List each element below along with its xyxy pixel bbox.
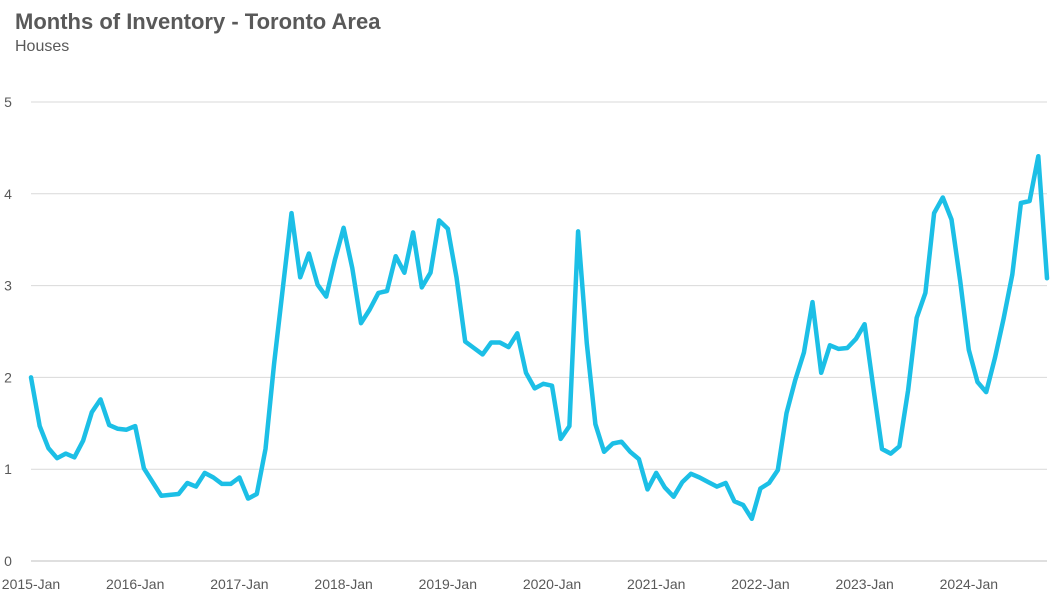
gridlines (31, 101, 1047, 562)
x-tick-label: 2021-Jan (627, 576, 685, 592)
y-axis-ticks: 0 1 2 3 4 5 (4, 94, 12, 569)
x-tick-label: 2023-Jan (835, 576, 893, 592)
x-tick-label: 2024-Jan (940, 576, 998, 592)
x-tick-label: 2017-Jan (210, 576, 268, 592)
x-tick-label: 2015-Jan (2, 576, 60, 592)
y-tick-label: 4 (4, 186, 12, 202)
x-tick-label: 2019-Jan (419, 576, 477, 592)
chart-title: Months of Inventory - Toronto Area (15, 9, 381, 34)
series-line-0 (28, 153, 1050, 522)
y-tick-label: 2 (4, 369, 12, 385)
x-tick-label: 2016-Jan (106, 576, 164, 592)
y-tick-label: 5 (4, 94, 12, 110)
x-tick-label: 2022-Jan (731, 576, 789, 592)
x-tick-label: 2018-Jan (314, 576, 372, 592)
y-tick-label: 1 (4, 461, 12, 477)
y-tick-label: 3 (4, 278, 12, 294)
series-layer (28, 153, 1050, 522)
chart-subtitle: Houses (15, 38, 70, 55)
x-tick-label: 2020-Jan (523, 576, 581, 592)
y-tick-label: 0 (4, 553, 12, 569)
x-axis-ticks: 2015-Jan 2016-Jan 2017-Jan 2018-Jan 2019-Jan… (2, 576, 998, 592)
